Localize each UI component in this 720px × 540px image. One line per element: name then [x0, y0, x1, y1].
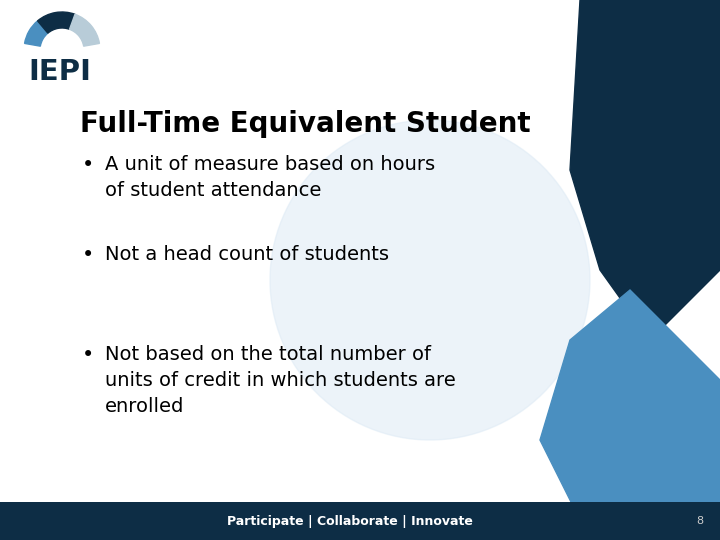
Text: A unit of measure based on hours
of student attendance: A unit of measure based on hours of stud…: [105, 155, 435, 200]
Text: Participate | Collaborate | Innovate: Participate | Collaborate | Innovate: [227, 515, 473, 528]
Wedge shape: [37, 12, 75, 33]
Polygon shape: [570, 0, 720, 340]
Wedge shape: [24, 21, 48, 46]
Text: Not a head count of students: Not a head count of students: [105, 245, 389, 264]
Wedge shape: [70, 14, 99, 46]
FancyBboxPatch shape: [0, 502, 720, 540]
Text: IEPI: IEPI: [29, 58, 91, 86]
Text: 8: 8: [696, 516, 703, 526]
Text: Full-Time Equivalent Student: Full-Time Equivalent Student: [80, 110, 531, 138]
Text: Not based on the total number of
units of credit in which students are
enrolled: Not based on the total number of units o…: [105, 345, 456, 415]
Ellipse shape: [270, 120, 590, 440]
Text: •: •: [82, 345, 94, 365]
Polygon shape: [540, 290, 720, 540]
Text: •: •: [82, 155, 94, 175]
Text: •: •: [82, 245, 94, 265]
